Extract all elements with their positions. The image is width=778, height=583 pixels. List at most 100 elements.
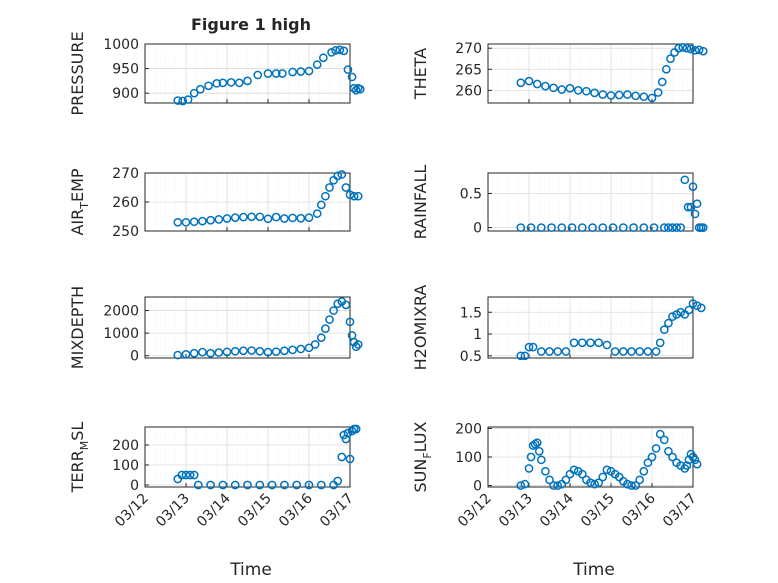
data-point: [206, 480, 215, 490]
y-axis-label: THETA: [411, 48, 430, 100]
data-point: [226, 78, 236, 87]
data-point: [319, 53, 328, 63]
axes-box: [487, 43, 694, 104]
data-point: [623, 90, 632, 99]
data-point: [598, 472, 608, 482]
data-point: [553, 347, 563, 356]
data-point: [536, 347, 546, 356]
data-point: [586, 338, 595, 348]
data-point: [590, 479, 599, 489]
data-point: [655, 338, 665, 348]
data-point: [561, 475, 571, 485]
data-point: [653, 88, 663, 97]
data-point: [683, 202, 693, 212]
x-axis-label-right: Time: [572, 560, 615, 580]
data-point: [528, 342, 538, 352]
data-point: [247, 346, 256, 355]
subplot-5: 0 1000 2000 MIXDEPTH: [68, 286, 363, 369]
data-point: [218, 480, 228, 490]
data-point: [271, 212, 281, 222]
data-point: [657, 77, 667, 87]
x-tick-label: 03/14: [194, 490, 234, 530]
data-point: [664, 318, 673, 328]
data-point: [647, 452, 657, 462]
y-tick-label: 1000: [103, 37, 139, 53]
data-point: [602, 465, 612, 475]
data-point: [690, 455, 700, 465]
data-point: [664, 223, 673, 232]
data-point: [316, 333, 326, 343]
data-point: [547, 223, 556, 232]
data-point: [189, 470, 199, 480]
data-point: [239, 212, 248, 222]
data-point: [530, 439, 540, 449]
data-point: [569, 465, 579, 475]
data-point: [183, 95, 193, 104]
data-point: [664, 446, 673, 456]
data-point: [181, 350, 191, 359]
data-point: [553, 481, 563, 490]
data-point: [610, 347, 620, 356]
data-point: [230, 213, 240, 223]
x-tick-label: 03/16: [619, 490, 659, 530]
data-point: [614, 90, 624, 100]
y-tick-label: 0: [473, 221, 482, 237]
data-point: [577, 469, 587, 479]
data-point: [321, 324, 330, 333]
data-point: [684, 305, 694, 315]
data-point: [649, 223, 659, 232]
subplot-2: 260 265 270 THETA: [411, 41, 708, 104]
data-point: [343, 65, 353, 74]
data-point: [655, 429, 665, 439]
data-point: [243, 76, 252, 86]
data-point: [643, 458, 653, 468]
x-tick-label: 03/17: [317, 491, 357, 531]
data-point: [631, 481, 640, 490]
data-point: [694, 45, 704, 55]
data-point: [288, 345, 297, 355]
data-point: [577, 223, 587, 232]
data-point: [206, 348, 215, 358]
data-point: [520, 351, 530, 361]
subplot-3: 250 260 270 AIRTEMP: [68, 166, 363, 240]
data-point: [296, 67, 306, 76]
data-point: [351, 85, 361, 95]
data-point: [292, 480, 302, 490]
data-point: [341, 300, 351, 310]
data-point: [280, 214, 289, 223]
data-point: [253, 70, 263, 80]
data-point: [536, 223, 546, 232]
data-point: [541, 81, 550, 91]
data-point: [212, 78, 222, 88]
data-point: [635, 475, 645, 485]
data-point: [516, 78, 526, 88]
data-point: [567, 223, 577, 232]
data-point: [686, 44, 696, 54]
data-point: [631, 91, 640, 101]
data-point: [177, 470, 187, 480]
x-tick-label: 03/12: [112, 491, 152, 531]
data-point: [629, 223, 638, 232]
data-point: [353, 191, 363, 201]
data-point: [569, 338, 579, 348]
data-point: [189, 88, 199, 98]
data-point: [173, 96, 183, 105]
data-point: [255, 480, 265, 490]
data-point: [198, 347, 207, 357]
y-tick-label: 100: [112, 458, 139, 474]
data-point: [347, 72, 357, 82]
axes-box: [487, 172, 694, 232]
data-point: [532, 79, 542, 89]
data-point: [659, 435, 669, 445]
data-point: [230, 480, 240, 490]
data-point: [688, 182, 698, 191]
data-point: [222, 214, 232, 223]
data-point: [532, 438, 542, 448]
y-tick-label: 950: [112, 62, 139, 78]
data-point: [206, 215, 215, 225]
data-point: [598, 90, 608, 99]
data-point: [247, 212, 256, 222]
data-point: [189, 217, 199, 227]
y-tick-label: 2000: [103, 304, 139, 320]
data-point: [627, 481, 636, 490]
